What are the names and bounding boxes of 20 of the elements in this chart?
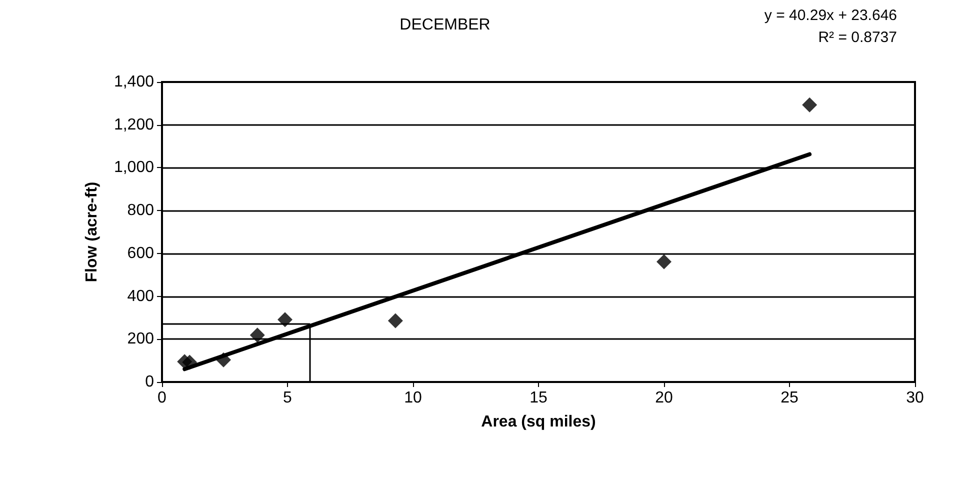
text: y = 40.29x + 23.646 (764, 7, 897, 24)
y-tick-label: 1,400 (114, 74, 154, 90)
y-tick-label: 1,000 (114, 159, 154, 176)
chart-title: DECEMBER (400, 16, 490, 34)
x-tick-label: 5 (283, 390, 292, 406)
x-axis-title: Area (sq miles) (481, 414, 596, 430)
y-tick-label: 600 (127, 244, 154, 262)
x-tick-label: 30 (906, 390, 924, 406)
x-tick-label: 25 (780, 390, 798, 406)
y-tick-label: 800 (127, 202, 154, 220)
y-tick-label: 400 (127, 288, 154, 305)
y-tick-label: 1,200 (114, 116, 154, 134)
text: R² = 0.8737 (818, 29, 898, 46)
x-tick-label: 15 (530, 390, 548, 406)
x-tick-label: 20 (655, 390, 673, 406)
x-tick-label: 0 (158, 390, 167, 406)
y-tick-label: 200 (127, 330, 154, 348)
y-axis-title: Flow (acre-ft) (84, 182, 100, 282)
y-tick-label: 0 (145, 374, 154, 390)
x-tick-label: 10 (404, 390, 422, 406)
